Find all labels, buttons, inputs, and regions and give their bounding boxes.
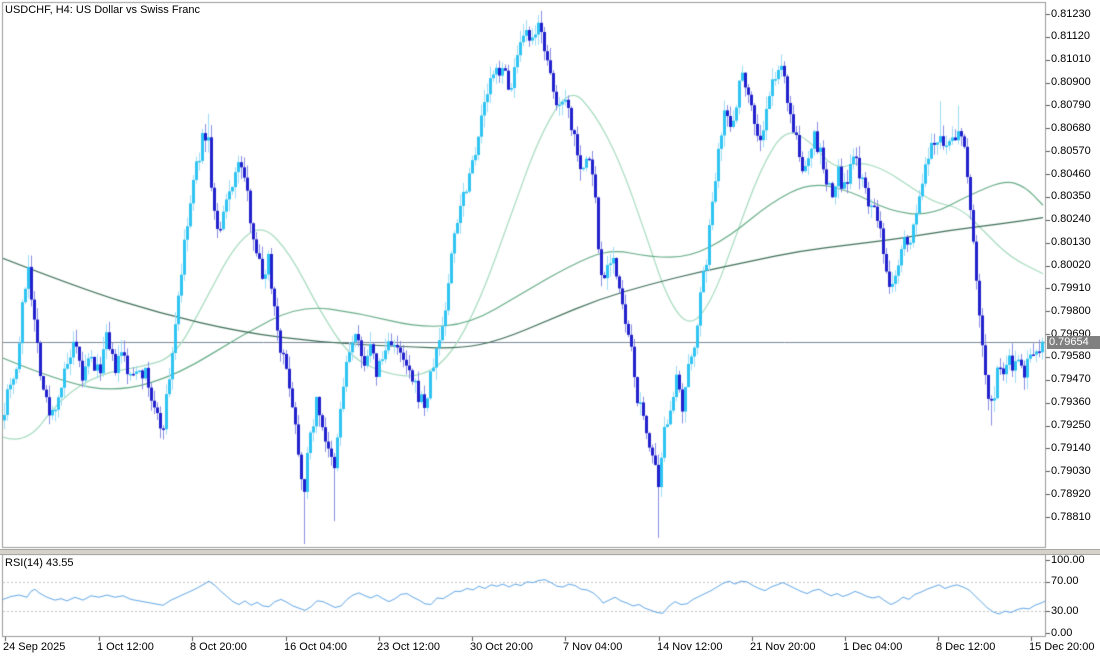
rsi-axis-label: 30.00 — [1051, 604, 1079, 617]
price-axis-label: 0.79690 — [1051, 327, 1091, 340]
price-axis-label: 0.81120 — [1051, 30, 1090, 43]
panel-separator[interactable] — [0, 549, 1100, 555]
price-axis-label: 0.79580 — [1051, 350, 1091, 363]
rsi-axis-label: 100.00 — [1051, 553, 1085, 566]
rsi-axis-label: 70.00 — [1051, 575, 1079, 588]
price-axis-label: 0.79910 — [1051, 281, 1091, 294]
price-axis-label: 0.80460 — [1051, 167, 1091, 180]
time-axis-label: 1 Dec 04:00 — [843, 641, 903, 653]
rsi-indicator-label: RSI(14) 43.55 — [5, 557, 74, 569]
time-axis-label: 24 Sep 2025 — [3, 641, 66, 653]
time-axis-label: 15 Dec 20:00 — [1029, 641, 1095, 653]
time-axis-label: 1 Oct 12:00 — [97, 641, 154, 653]
time-axis-label: 21 Nov 20:00 — [750, 641, 816, 653]
price-axis-label: 0.79470 — [1051, 373, 1091, 386]
price-axis-label: 0.80570 — [1051, 144, 1091, 157]
current-price-tag: 0.79654 — [1047, 335, 1100, 349]
price-axis-label: 0.80240 — [1051, 213, 1091, 226]
price-axis-label: 0.80790 — [1051, 98, 1091, 111]
price-axis-label: 0.79360 — [1051, 396, 1091, 409]
price-axis-label: 0.80350 — [1051, 190, 1091, 203]
price-axis-label: 0.78920 — [1051, 487, 1091, 500]
chart-title: USDCHF, H4: US Dollar vs Swiss Franc — [5, 4, 200, 16]
price-axis-label: 0.80130 — [1051, 236, 1091, 249]
time-axis-label: 23 Oct 12:00 — [377, 641, 440, 653]
time-axis-label: 30 Oct 20:00 — [470, 641, 533, 653]
rsi-axis-label: 0.00 — [1051, 626, 1073, 639]
time-axis-label: 16 Oct 04:00 — [284, 641, 347, 653]
price-axis-label: 0.80900 — [1051, 76, 1091, 89]
price-axis-label: 0.79250 — [1051, 419, 1091, 432]
price-axis-label: 0.79800 — [1051, 304, 1091, 317]
time-axis-label: 7 Nov 04:00 — [563, 641, 623, 653]
time-axis-label: 8 Oct 20:00 — [190, 641, 247, 653]
price-axis-label: 0.81230 — [1051, 7, 1091, 20]
price-axis-label: 0.80020 — [1051, 259, 1091, 271]
time-axis-label: 14 Nov 12:00 — [657, 641, 723, 653]
price-axis-label: 0.81010 — [1051, 53, 1091, 66]
price-axis-label: 0.79140 — [1051, 441, 1091, 454]
price-axis-label: 0.78810 — [1051, 510, 1091, 523]
price-axis-label: 0.80680 — [1051, 121, 1091, 134]
time-axis-label: 8 Dec 12:00 — [936, 641, 996, 653]
price-axis-label: 0.79030 — [1051, 464, 1091, 477]
